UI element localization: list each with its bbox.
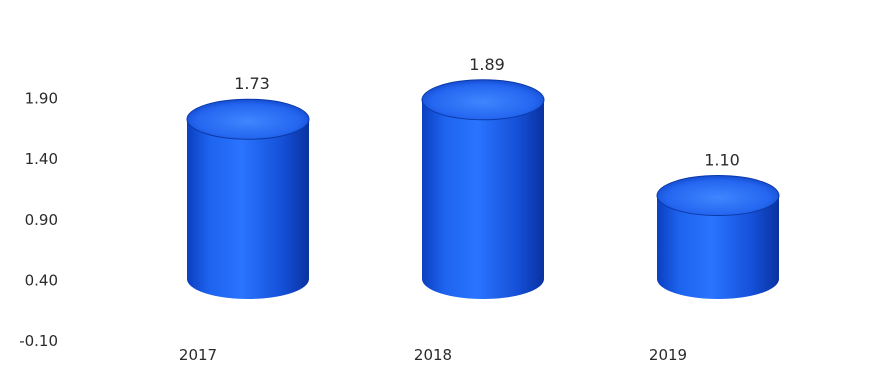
- data-label: 1.10: [704, 151, 740, 170]
- x-category-label: 2017: [179, 346, 217, 364]
- bar-top: [421, 79, 545, 121]
- y-tick-label: -0.10: [19, 332, 58, 350]
- y-axis: -0.10 0.40 0.90 1.40 1.90: [19, 90, 58, 350]
- data-label: 1.89: [469, 55, 505, 74]
- x-axis: 2017 2018 2019: [179, 346, 687, 364]
- bar-2018: [421, 79, 545, 299]
- data-label: 1.73: [234, 74, 270, 93]
- bar-2017: [186, 98, 310, 299]
- bar-2019: [656, 175, 780, 299]
- bar-body: [657, 195, 779, 299]
- bar-body: [422, 99, 544, 299]
- y-tick-label: 1.40: [25, 150, 58, 168]
- y-tick-label: 0.40: [25, 271, 58, 289]
- bar-body: [187, 119, 309, 299]
- x-category-label: 2018: [414, 346, 452, 364]
- y-tick-label: 0.90: [25, 211, 58, 229]
- bar-top: [186, 98, 310, 140]
- y-tick-label: 1.90: [25, 90, 58, 108]
- bars-group: 1.73 1.89 1.10: [186, 55, 780, 299]
- x-category-label: 2019: [649, 346, 687, 364]
- bar-top: [656, 175, 780, 217]
